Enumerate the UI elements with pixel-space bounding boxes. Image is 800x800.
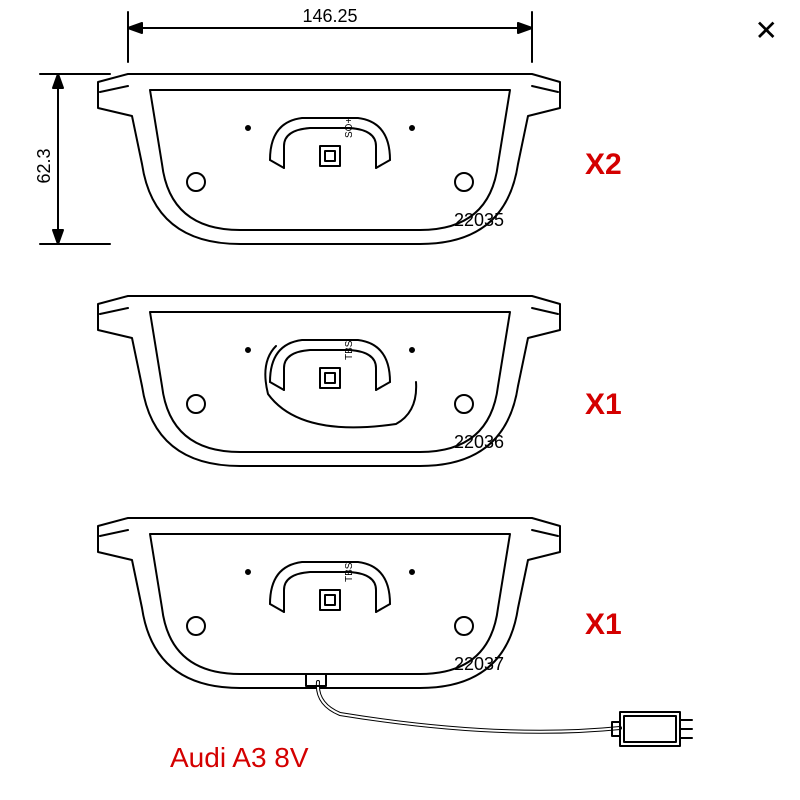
qty-label-2: X1: [585, 388, 622, 422]
pad-2: TBS 22036: [98, 296, 560, 466]
pad-3-partnum: 22037: [454, 654, 504, 674]
pad-1-center-text: SO+: [344, 118, 355, 138]
close-icon[interactable]: ✕: [755, 14, 778, 47]
product-title: Audi A3 8V: [170, 742, 309, 774]
diagram-svg: 146.25 62.3 SO+: [0, 0, 800, 800]
qty-label-1: X2: [585, 148, 622, 182]
pad-1: SO+ 22035: [98, 74, 560, 244]
pad-1-partnum: 22035: [454, 210, 504, 230]
pad-3-center-text: TBS: [344, 562, 355, 582]
pad-2-center-text: TBS: [344, 340, 355, 360]
dimension-width: 146.25: [128, 6, 532, 62]
wear-sensor: [306, 674, 692, 746]
qty-label-3: X1: [585, 608, 622, 642]
dim-width-value: 146.25: [302, 6, 357, 26]
pad-2-partnum: 22036: [454, 432, 504, 452]
dim-height-value: 62.3: [34, 148, 54, 183]
